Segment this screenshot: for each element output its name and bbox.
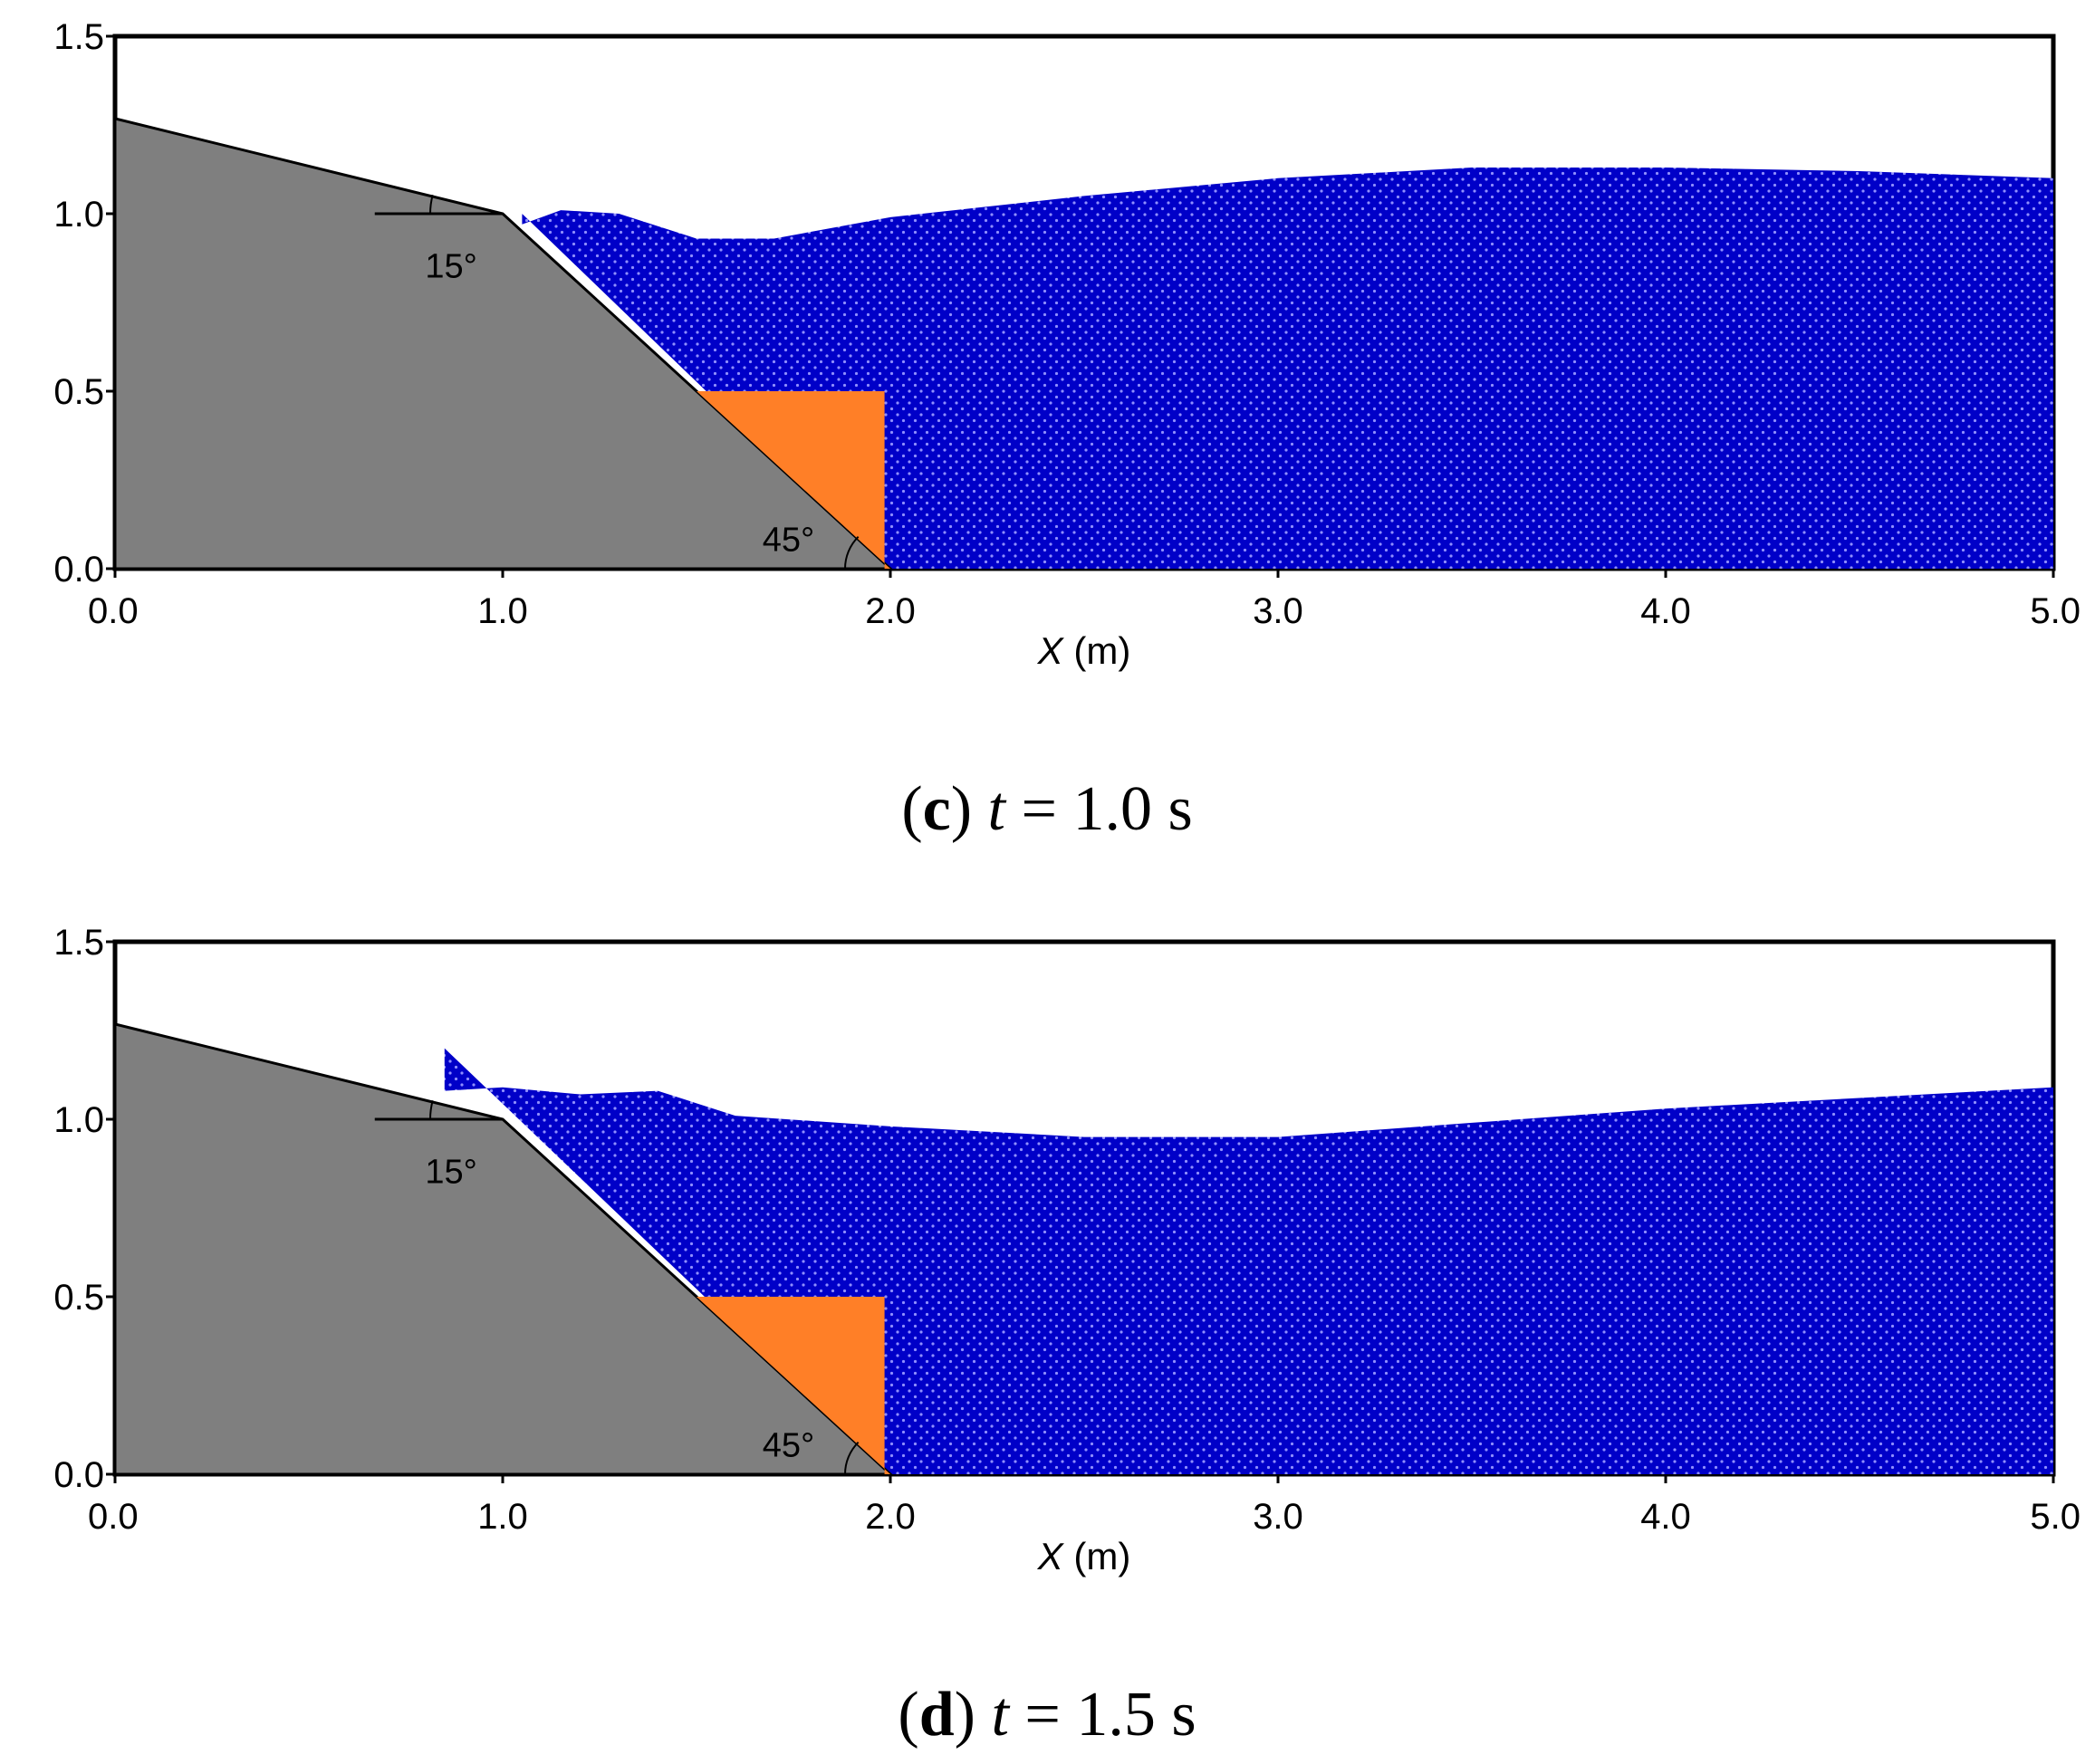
panel-caption: (d) t = 1.5 s (898, 1680, 1196, 1750)
x-tick-label: 5.0 (2030, 591, 2081, 631)
angle-label-15: 15° (425, 248, 476, 286)
water-region (522, 168, 2053, 570)
x-axis-ticks: 0.0 1.0 2.0 3.0 4.0 5.0 (88, 1497, 2081, 1537)
y-tick-label: 1.5 (53, 923, 104, 963)
x-axis-ticks: 0.0 1.0 2.0 3.0 4.0 5.0 (88, 591, 2081, 631)
y-tick-label: 1.5 (53, 17, 104, 57)
x-tick-label: 0.0 (88, 591, 139, 631)
orange-block (697, 1297, 890, 1474)
y-tick-label: 0.0 (53, 550, 104, 590)
y-tick-label: 0.5 (53, 1278, 104, 1318)
x-axis-title: X (m) (1037, 629, 1131, 672)
x-tick-label: 4.0 (1640, 591, 1691, 631)
x-tick-label: 1.0 (477, 591, 528, 631)
x-tick-label: 1.0 (477, 1497, 528, 1537)
angle-arc-bottom (844, 535, 860, 570)
angle-label-45: 45° (763, 1426, 814, 1464)
x-tick-label: 3.0 (1253, 591, 1303, 631)
x-axis-title: X (m) (1037, 1535, 1131, 1577)
x-tick-label: 2.0 (865, 1497, 916, 1537)
orange-block (697, 391, 890, 569)
y-axis-ticks: 0.0 0.5 1.0 1.5 (53, 17, 104, 590)
panel-d: 15° 45° 0.0 1.0 2.0 3.0 4.0 5.0 0.0 0.5 … (53, 923, 2081, 1750)
x-tick-label: 0.0 (88, 1497, 139, 1537)
x-tick-label: 3.0 (1253, 1497, 1303, 1537)
y-tick-label: 0.0 (53, 1455, 104, 1495)
panel-caption: (c) t = 1.0 s (901, 774, 1192, 844)
x-tick-label: 2.0 (865, 591, 916, 631)
y-axis-ticks: 0.0 0.5 1.0 1.5 (53, 923, 104, 1495)
angle-arc-bottom (844, 1441, 860, 1475)
angle-label-45: 45° (763, 521, 814, 559)
y-tick-label: 1.0 (53, 1100, 104, 1140)
angle-arc-top (429, 1100, 434, 1120)
panel-c: 15° 45° 0.0 1.0 2.0 3.0 4.0 5.0 0.0 0.5 … (53, 17, 2081, 844)
y-tick-label: 0.5 (53, 372, 104, 412)
x-tick-label: 5.0 (2030, 1497, 2081, 1537)
angle-label-15: 15° (425, 1154, 476, 1192)
angle-arc-top (429, 195, 434, 215)
y-tick-label: 1.0 (53, 195, 104, 235)
x-tick-label: 4.0 (1640, 1497, 1691, 1537)
